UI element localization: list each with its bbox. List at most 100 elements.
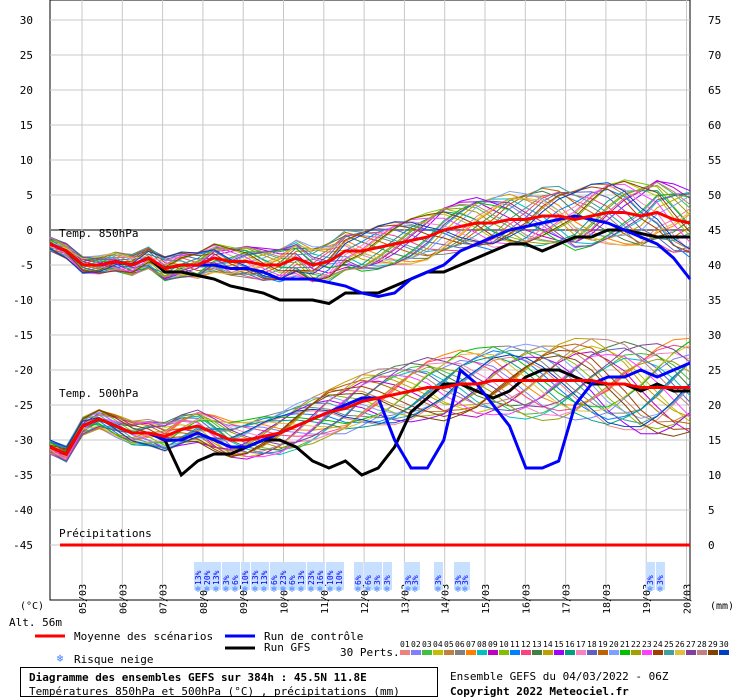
y-left-tick-label: -20 — [13, 364, 33, 377]
legend-pert-swatch — [543, 650, 553, 655]
perturbation-t500-line — [49, 355, 691, 452]
snowflake-icon: ❄ — [462, 585, 468, 595]
snow-risk-bar — [231, 562, 240, 590]
legend-pert-swatch — [466, 650, 476, 655]
snow-risk-bar — [241, 562, 250, 590]
snow-risk-bar — [270, 562, 279, 590]
snowflake-icon: ❄ — [271, 585, 277, 595]
mean-t850-line — [49, 210, 691, 271]
legend-pert-number: 14 — [543, 640, 553, 649]
control-t500-line — [49, 361, 691, 470]
legend-mean-label: Moyenne des scénarios — [74, 630, 213, 643]
snow-risk-value: 13% — [194, 570, 203, 585]
snow-risk-bar — [454, 562, 463, 590]
snowflake-icon: ❄ — [327, 585, 333, 595]
x-tick-label: 10/03 — [280, 584, 291, 614]
y-left-tick-label: 0 — [26, 224, 33, 237]
altitude-label: Alt. 56m — [9, 616, 62, 629]
snow-risk-bar — [335, 562, 344, 590]
legend: Moyenne des scénarios Run de contrôleRun … — [35, 630, 729, 666]
y-right-tick-label: 30 — [708, 329, 721, 342]
y-right-tick-label: 20 — [708, 399, 721, 412]
snow-risk-value: 3% — [434, 575, 443, 585]
legend-pert-number: 22 — [631, 640, 641, 649]
snow-risk-value: 6% — [270, 575, 279, 585]
x-tick-label: 18/03 — [602, 584, 613, 614]
perturbation-t850-line — [49, 185, 691, 282]
y-right-tick-label: 50 — [708, 189, 721, 202]
snow-risk-value: 3% — [454, 575, 463, 585]
y-right-tick-label: 65 — [708, 84, 721, 97]
snow-risk-bar — [434, 562, 443, 590]
x-tick-label: 05/03 — [78, 584, 89, 614]
y-right-tick-label: 5 — [708, 504, 715, 517]
y-left-tick-label: 5 — [26, 189, 33, 202]
legend-pert-number: 18 — [587, 640, 597, 649]
snowflake-icon: ❄ — [336, 585, 342, 595]
legend-pert-number: 25 — [664, 640, 674, 649]
snow-risk-value: 6% — [231, 575, 240, 585]
legend-pert-swatch — [576, 650, 586, 655]
legend-pert-swatch — [554, 650, 564, 655]
snowflake-icon: ❄ — [232, 585, 238, 595]
snowflake-icon: ❄ — [261, 585, 267, 595]
snow-risk-bar — [222, 562, 231, 590]
legend-pert-number: 20 — [609, 640, 619, 649]
snowflake-icon: ❄ — [412, 585, 418, 595]
snow-risk-bar — [461, 562, 470, 590]
x-tick-label: 11/03 — [320, 584, 331, 614]
legend-pert-swatch — [411, 650, 421, 655]
legend-pert-number: 24 — [653, 640, 663, 649]
legend-pert-swatch — [653, 650, 663, 655]
x-tick-label: 09/03 — [239, 584, 250, 614]
y-right-tick-label: 25 — [708, 364, 721, 377]
legend-pert-swatch — [477, 650, 487, 655]
snow-risk-value: 6% — [364, 575, 373, 585]
y-left-tick-label: 20 — [20, 84, 33, 97]
snowflake-icon: ❄ — [384, 585, 390, 595]
snow-risk-bar — [307, 562, 316, 590]
snow-risk-value: 10% — [241, 570, 250, 585]
snowflake-icon: ❄ — [289, 585, 295, 595]
legend-pert-swatch — [708, 650, 718, 655]
snow-risk-value: 20% — [203, 570, 212, 585]
snowflake-icon: ❄ — [455, 585, 461, 595]
y-left-tick-label: -45 — [13, 539, 33, 552]
snow-risk-value: 3% — [222, 575, 231, 585]
legend-pert-swatch — [499, 650, 509, 655]
legend-pert-number: 11 — [510, 640, 520, 649]
x-tick-label: 13/03 — [400, 584, 411, 614]
legend-pert-number: 21 — [620, 640, 630, 649]
legend-pert-number: 04 — [433, 640, 443, 649]
snow-risk-bar — [212, 562, 221, 590]
precip-panel-label: Précipitations — [59, 527, 152, 540]
y-right-tick-label: 35 — [708, 294, 721, 307]
legend-pert-swatch — [587, 650, 597, 655]
snowflake-icon: ❄ — [647, 585, 653, 595]
snow-risk-value: 3% — [373, 575, 382, 585]
y-right-tick-label: 15 — [708, 434, 721, 447]
perturbation-t500-line — [49, 345, 691, 458]
legend-pert-number: 26 — [675, 640, 685, 649]
y-left-tick-label: -35 — [13, 469, 33, 482]
snowflake-icon: ❄ — [252, 585, 258, 595]
perturbation-t500-line — [49, 343, 691, 462]
perturbation-t500-line — [49, 344, 691, 455]
y-left-tick-label: -40 — [13, 504, 33, 517]
legend-pert-swatch — [521, 650, 531, 655]
snowflake-icon: ❄ — [308, 585, 314, 595]
x-tick-label: 14/03 — [441, 584, 452, 614]
perturbation-t850-line — [49, 190, 691, 282]
y-left-tick-label: -10 — [13, 294, 33, 307]
legend-pert-number: 01 — [400, 640, 410, 649]
y-left-unit-label: (°C) — [20, 601, 44, 612]
snow-risk-value: 3% — [383, 575, 392, 585]
perturbation-t500-line — [49, 349, 691, 450]
snowflake-icon: ❄ — [317, 585, 323, 595]
legend-pert-number: 07 — [466, 640, 476, 649]
legend-pert-swatch — [620, 650, 630, 655]
snow-risk-row: 13%❄20%❄13%❄3%❄6%❄10%❄13%❄13%❄6%❄23%❄6%❄… — [194, 562, 665, 595]
snow-risk-bar — [203, 562, 212, 590]
legend-pert-number: 23 — [642, 640, 652, 649]
